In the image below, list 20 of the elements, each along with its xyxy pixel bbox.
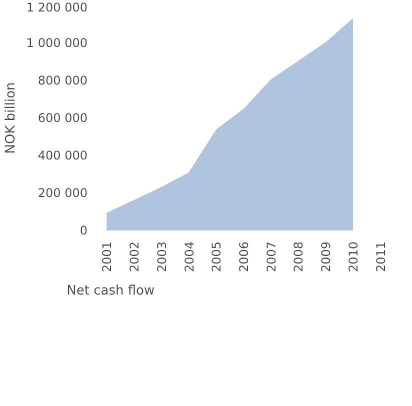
x-tick-label: 2008 (292, 241, 306, 272)
x-tick-label: 2010 (346, 241, 360, 272)
y-tick-label: 600 000 (38, 111, 88, 125)
y-tick-label: 1 200 000 (26, 0, 88, 14)
x-tick-label: 2004 (182, 241, 196, 272)
y-axis-title: NOK billion (3, 82, 18, 154)
x-tick-label: 2003 (154, 241, 169, 272)
x-tick-label: 2009 (319, 241, 334, 272)
y-tick-label: 200 000 (38, 186, 88, 200)
x-tick-label: 2007 (264, 241, 278, 272)
y-tick-label: 800 000 (38, 74, 88, 88)
y-tick-label: 0 (80, 224, 88, 238)
x-tick-label: 2001 (100, 241, 114, 272)
text: Net cash flow (66, 284, 155, 298)
x-tick-label: 2002 (128, 241, 142, 272)
x-tick-label: 2006 (237, 241, 251, 272)
y-tick-label: 1 000 000 (26, 36, 88, 50)
x-tick-label: 2005 (210, 241, 224, 272)
x-tick-label: 2011 (374, 241, 388, 272)
y-tick-label: 400 000 (38, 148, 88, 162)
